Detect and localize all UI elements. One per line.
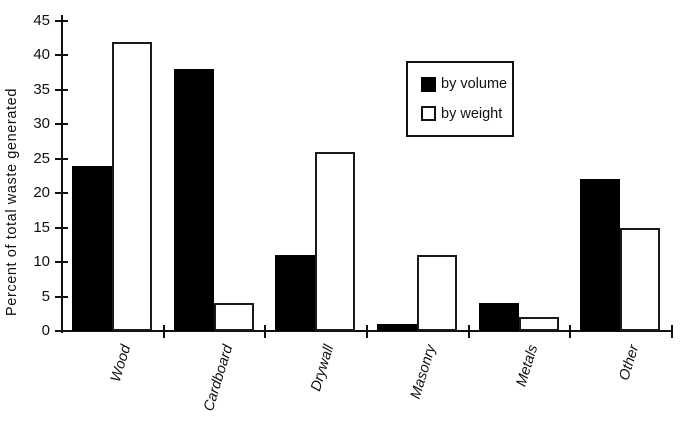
x-tick [264, 325, 267, 338]
y-tick [55, 261, 68, 264]
legend-label-volume: by volume [441, 76, 508, 93]
y-tick-label: 40 [33, 46, 50, 64]
legend-item-weight: by weight [421, 106, 512, 122]
y-tick [55, 226, 68, 229]
bar-metals-by-volume [478, 303, 519, 331]
bar-other-by-volume [580, 179, 621, 331]
y-tick [55, 192, 68, 195]
y-tick-label: 20 [33, 184, 50, 202]
legend-label-weight: by weight [441, 105, 503, 122]
x-tick [467, 325, 470, 338]
y-tick-label: 5 [41, 287, 50, 305]
bar-masonry-by-weight [417, 255, 457, 331]
x-axis-label-text: Wood [107, 343, 135, 384]
x-axis-label-text: Masonry [407, 343, 440, 401]
y-tick-label: 35 [33, 80, 50, 98]
bar-masonry-by-volume [377, 324, 417, 331]
y-tick [55, 295, 68, 298]
y-tick-label: 15 [33, 218, 50, 236]
legend: by volume by weight [406, 61, 514, 137]
bar-wood-by-volume [72, 165, 112, 331]
bar-drywall-by-volume [275, 255, 316, 331]
x-tick [671, 325, 673, 338]
bar-drywall-by-weight [315, 151, 356, 331]
y-tick [55, 330, 68, 332]
y-tick-label: 30 [33, 115, 50, 133]
bar-other-by-weight [620, 227, 661, 331]
bar-metals-by-weight [518, 317, 559, 331]
x-axis-label-text: Drywall [308, 343, 338, 394]
legend-swatch-weight-icon [421, 106, 436, 122]
y-tick [55, 123, 68, 126]
y-tick-label: 25 [33, 149, 50, 167]
y-tick-label: 0 [41, 322, 50, 339]
legend-item-volume: by volume [421, 76, 512, 92]
bar-cardboard-by-weight [213, 303, 254, 331]
legend-swatch-volume-icon [421, 76, 436, 92]
x-axis-label-text: Other [616, 343, 643, 383]
y-axis-line [61, 15, 63, 333]
y-tick-label: 45 [33, 12, 50, 29]
x-tick [569, 325, 572, 338]
bar-cardboard-by-volume [173, 69, 214, 331]
x-axis-label-text: Cardboard [200, 343, 236, 414]
x-axis-label-text: Metals [513, 343, 541, 389]
x-tick [162, 325, 165, 338]
x-tick [366, 325, 368, 338]
y-tick [55, 20, 68, 22]
bar-wood-by-weight [112, 41, 152, 331]
y-tick [55, 54, 68, 57]
y-tick [55, 88, 68, 91]
y-tick-label: 10 [33, 253, 50, 271]
y-tick [55, 157, 68, 160]
